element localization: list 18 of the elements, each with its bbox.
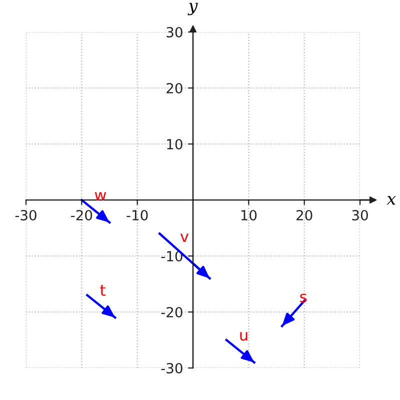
series-label: v bbox=[180, 234, 188, 242]
x-tick-label: 20 bbox=[296, 210, 312, 220]
x-tick-label: 10 bbox=[241, 210, 257, 220]
series-label: w bbox=[94, 192, 106, 200]
x-tick-label: -20 bbox=[71, 210, 92, 220]
y-tick-label: 10 bbox=[167, 138, 182, 150]
y-tick-label: -20 bbox=[161, 306, 182, 318]
x-tick-label: -10 bbox=[126, 210, 148, 220]
y-tick-label: 30 bbox=[166, 26, 182, 38]
series-label: s bbox=[300, 294, 307, 302]
y-tick-label: 20 bbox=[166, 82, 182, 94]
y-tick-label: -30 bbox=[161, 362, 182, 374]
y-axis-title: y bbox=[188, 2, 198, 16]
series-label: u bbox=[240, 332, 248, 341]
x-tick-label: 30 bbox=[352, 210, 368, 220]
series-label: t bbox=[100, 284, 106, 296]
x-tick-label: -30 bbox=[15, 210, 36, 220]
x-axis-title: x bbox=[386, 196, 396, 205]
